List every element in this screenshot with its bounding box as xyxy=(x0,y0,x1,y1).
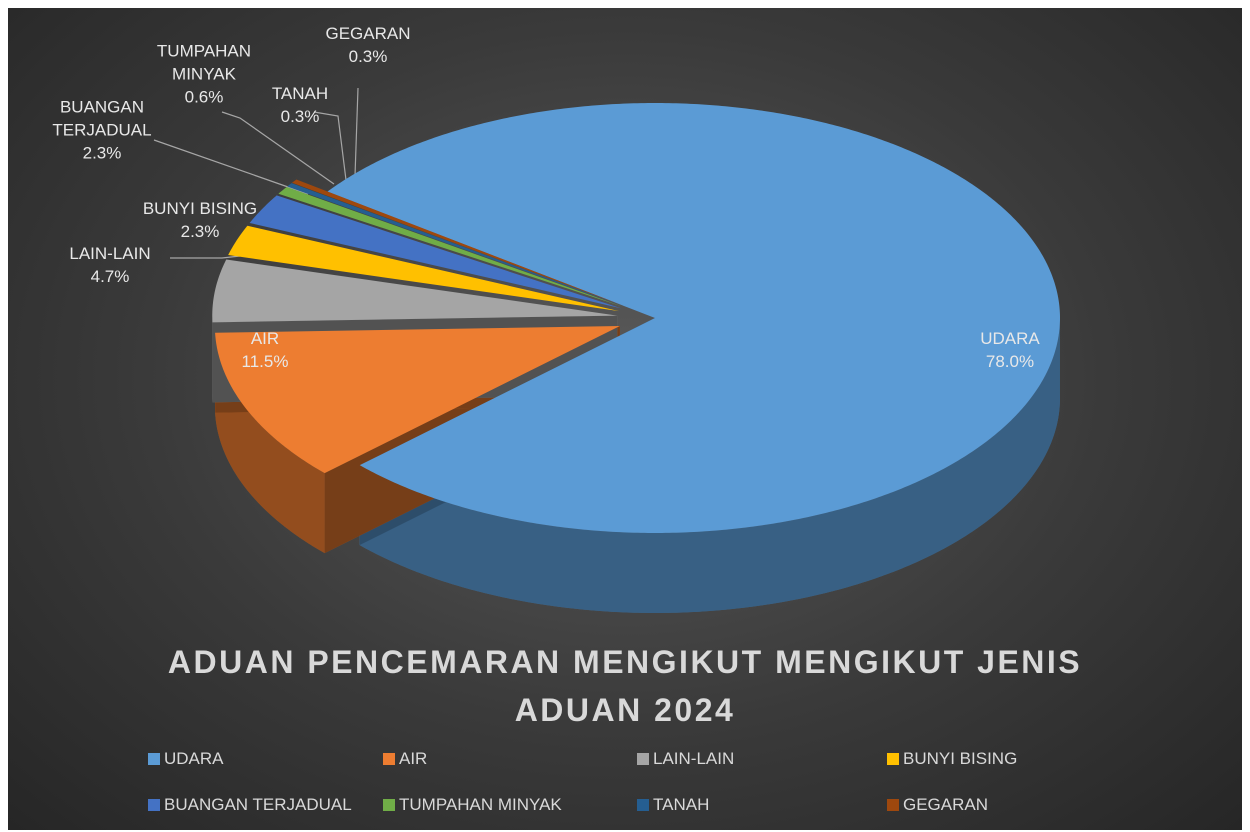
data-label-value: 11.5% xyxy=(241,352,289,371)
leader-line xyxy=(153,139,309,195)
pie-area xyxy=(153,87,1060,613)
legend-label: BUNYI BISING xyxy=(903,749,1018,768)
legend-label: TANAH xyxy=(653,795,710,814)
data-label-value: 0.6% xyxy=(184,87,224,107)
slice xyxy=(249,195,622,309)
legend-swatch xyxy=(887,753,899,765)
slice xyxy=(291,179,625,306)
data-label-value: 2.3% xyxy=(82,143,122,163)
data-label-value: 0.3% xyxy=(280,107,320,126)
data-label-name: UDARA xyxy=(980,329,1040,348)
data-label-name: TANAH xyxy=(271,84,329,103)
data-label-value: 0.3% xyxy=(348,47,388,66)
legend-swatch xyxy=(637,799,649,811)
data-label-name: LAIN-LAIN xyxy=(69,244,151,263)
leader-line xyxy=(354,87,359,177)
data-label: BUNYI BISING 2.3% xyxy=(125,197,275,243)
data-label-name: TUMPAHAN MINYAK xyxy=(156,41,252,84)
legend-swatch xyxy=(383,753,395,765)
legend-item: AIR xyxy=(383,749,427,769)
slice xyxy=(212,259,618,323)
slice xyxy=(278,186,624,307)
legend-item: LAIN-LAIN xyxy=(637,749,734,769)
legend-swatch xyxy=(148,753,160,765)
legend-item: BUANGAN TERJADUAL xyxy=(148,795,352,815)
chart: ADUAN PENCEMARAN MENGIKUT MENGIKUT JENIS… xyxy=(8,8,1242,830)
legend-swatch xyxy=(637,753,649,765)
data-label-name: BUANGAN TERJADUAL xyxy=(52,97,152,140)
slice xyxy=(215,325,620,474)
legend-label: TUMPAHAN MINYAK xyxy=(399,795,562,814)
data-label-name: AIR xyxy=(250,329,280,348)
legend-label: UDARA xyxy=(164,749,224,768)
slice xyxy=(287,183,624,307)
slice-side-shade xyxy=(359,314,1060,613)
legend-item: UDARA xyxy=(148,749,224,769)
data-label-value: 4.7% xyxy=(90,267,130,286)
data-label: TUMPAHAN MINYAK 0.6% xyxy=(144,40,264,109)
legend-label: GEGARAN xyxy=(903,795,989,814)
slice-side xyxy=(215,332,325,554)
slice-side-shade xyxy=(215,332,325,554)
chart-title: ADUAN PENCEMARAN MENGIKUT MENGIKUT JENIS… xyxy=(167,644,1083,728)
legend-swatch xyxy=(383,799,395,811)
legend-item: TANAH xyxy=(637,795,709,815)
leader-line xyxy=(313,111,347,181)
data-label: LAIN-LAIN 4.7% xyxy=(50,242,170,288)
data-label-name: GEGARAN xyxy=(325,24,411,43)
legend-item: GEGARAN xyxy=(887,795,988,815)
data-label: TANAH 0.3% xyxy=(265,82,335,128)
data-label: UDARA 78.0% xyxy=(950,327,1070,373)
legend-label: BUANGAN TERJADUAL xyxy=(164,795,352,814)
data-label-value: 78.0% xyxy=(985,352,1035,371)
legend-label: LAIN-LAIN xyxy=(653,749,735,768)
legend-label: AIR xyxy=(399,749,428,768)
data-label: GEGARAN 0.3% xyxy=(313,22,423,68)
pie-tops xyxy=(212,103,1060,533)
data-label: BUANGAN TERJADUAL 2.3% xyxy=(42,96,162,165)
slice xyxy=(327,103,1060,533)
data-label-name: BUNYI BISING xyxy=(142,199,258,218)
leader-lines xyxy=(153,87,359,259)
legend-swatch xyxy=(887,799,899,811)
slice-side xyxy=(359,314,1060,613)
leader-line xyxy=(170,255,241,259)
legend-item: TUMPAHAN MINYAK xyxy=(383,795,562,815)
data-label: AIR 11.5% xyxy=(225,327,305,373)
leader-line xyxy=(221,111,335,185)
legend-item: BUNYI BISING xyxy=(887,749,1017,769)
legend-swatch xyxy=(148,799,160,811)
data-label-value: 2.3% xyxy=(180,222,220,241)
slice xyxy=(228,225,620,312)
